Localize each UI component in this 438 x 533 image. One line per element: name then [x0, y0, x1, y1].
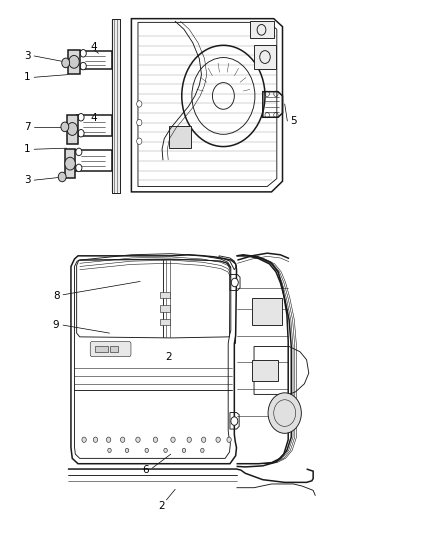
Bar: [68, 50, 80, 74]
Text: 4: 4: [91, 114, 98, 123]
Circle shape: [182, 448, 186, 453]
Circle shape: [187, 437, 191, 442]
Text: 9: 9: [53, 320, 60, 330]
Circle shape: [216, 437, 220, 442]
Circle shape: [58, 172, 66, 182]
Circle shape: [171, 437, 175, 442]
Circle shape: [78, 130, 84, 137]
Circle shape: [137, 138, 142, 144]
Bar: [252, 298, 282, 325]
Circle shape: [76, 148, 82, 156]
FancyBboxPatch shape: [90, 342, 131, 357]
Circle shape: [80, 62, 86, 70]
Circle shape: [108, 448, 111, 453]
Text: 3: 3: [24, 51, 31, 61]
Circle shape: [231, 417, 238, 425]
Bar: [252, 360, 278, 381]
Bar: [160, 319, 170, 325]
Text: 2: 2: [159, 502, 166, 511]
Text: 3: 3: [24, 175, 31, 185]
Circle shape: [76, 164, 82, 172]
Text: 7: 7: [24, 122, 31, 132]
Text: 6: 6: [142, 465, 149, 475]
Text: 1: 1: [24, 72, 31, 82]
Circle shape: [80, 50, 86, 57]
Circle shape: [227, 437, 231, 442]
Text: 1: 1: [24, 144, 31, 154]
Bar: [160, 292, 170, 298]
Bar: [67, 115, 78, 144]
Text: 5: 5: [290, 116, 297, 126]
Circle shape: [201, 437, 206, 442]
Bar: [169, 126, 191, 148]
Circle shape: [65, 157, 75, 170]
Circle shape: [93, 437, 98, 442]
Circle shape: [201, 448, 204, 453]
Circle shape: [137, 101, 142, 107]
Circle shape: [136, 437, 140, 442]
Circle shape: [125, 448, 129, 453]
Circle shape: [268, 393, 301, 433]
Text: 8: 8: [53, 291, 60, 301]
Circle shape: [62, 58, 70, 68]
Text: 4: 4: [91, 42, 98, 52]
Circle shape: [231, 278, 238, 287]
Bar: [95, 346, 108, 352]
Circle shape: [67, 123, 78, 135]
Text: 2: 2: [165, 352, 172, 362]
Circle shape: [137, 119, 142, 126]
Circle shape: [120, 437, 125, 442]
Circle shape: [82, 437, 86, 442]
Circle shape: [69, 55, 79, 68]
Bar: [254, 45, 276, 69]
Circle shape: [61, 122, 69, 132]
Circle shape: [145, 448, 148, 453]
Circle shape: [153, 437, 158, 442]
Circle shape: [164, 448, 167, 453]
Bar: [110, 346, 118, 352]
Circle shape: [78, 114, 84, 121]
Bar: [160, 305, 170, 312]
Bar: [65, 149, 75, 178]
Bar: [250, 21, 274, 38]
Circle shape: [106, 437, 111, 442]
